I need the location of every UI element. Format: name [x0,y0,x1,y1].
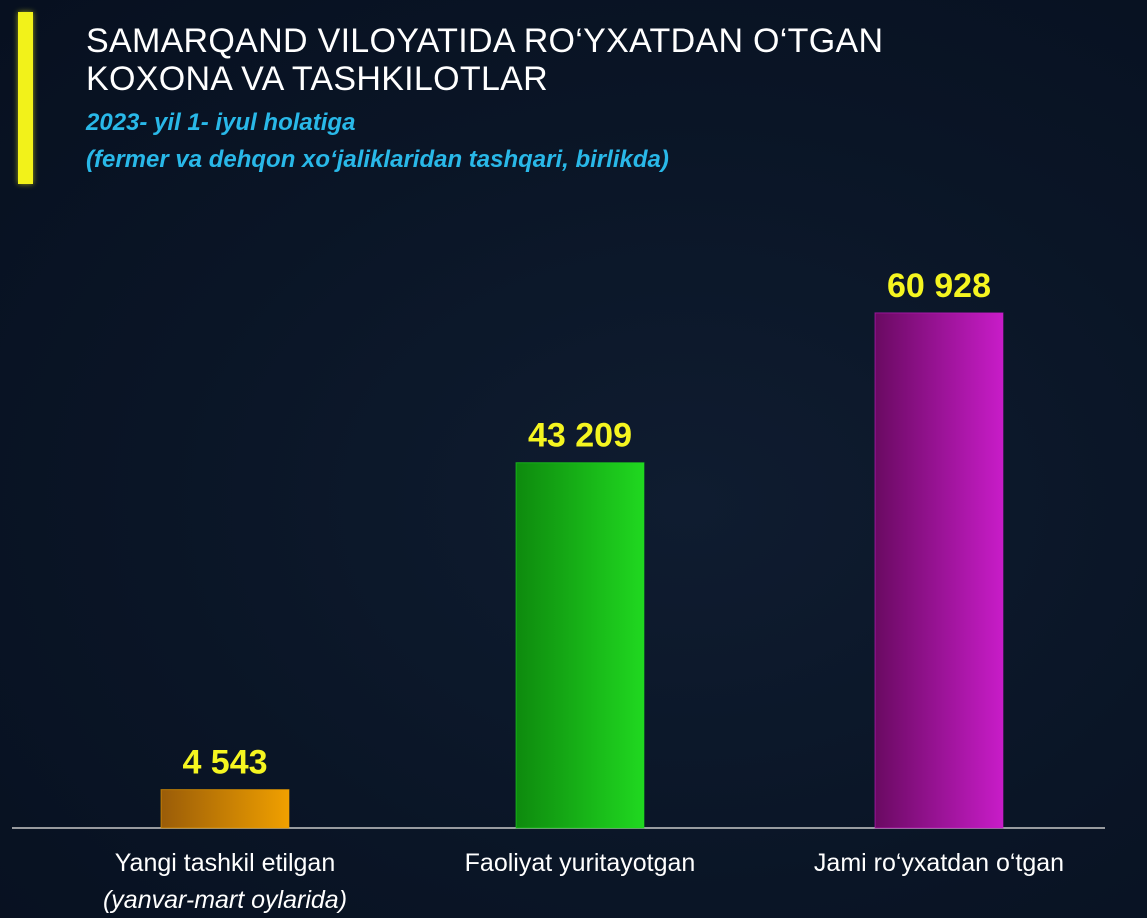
bar-value-label-2: 60 928 [887,267,991,305]
chart-subtitle: 2023- yil 1- iyul holatiga (fermer va de… [86,104,669,178]
category-label-2: Jami ro‘yxatdan o‘tgan [814,849,1064,877]
bar-0 [160,789,290,829]
title-line-2: KOXONA VA TASHKILOTLAR [86,60,548,98]
category-label-0: Yangi tashkil etilgan [115,849,336,877]
labels-group: 4 543 Yangi tashkil etilgan (yanvar-mart o… [103,267,1064,914]
bar-2 [874,312,1004,829]
bar-1 [515,462,645,829]
title-line-1: SAMARQAND VILOYATIDA RO‘YXATDAN O‘TGAN [86,22,884,60]
category-label-1: Faoliyat yuritayotgan [465,849,696,877]
subtitle-line-2: (fermer va dehqon xo‘jaliklaridan tashqa… [86,146,669,173]
subtitle-line-1: 2023- yil 1- iyul holatiga [86,109,356,136]
bar-value-label-1: 43 209 [528,417,632,455]
title-accent-bar [18,12,33,184]
bars-group [160,312,1004,829]
chart-title: SAMARQAND VILOYATIDA RO‘YXATDAN O‘TGAN K… [86,22,883,98]
bar-value-label-0: 4 543 [182,744,267,782]
category-sublabel-0: (yanvar-mart oylarida) [103,886,347,914]
